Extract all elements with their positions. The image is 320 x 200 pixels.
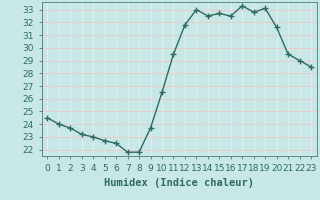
X-axis label: Humidex (Indice chaleur): Humidex (Indice chaleur) (104, 178, 254, 188)
